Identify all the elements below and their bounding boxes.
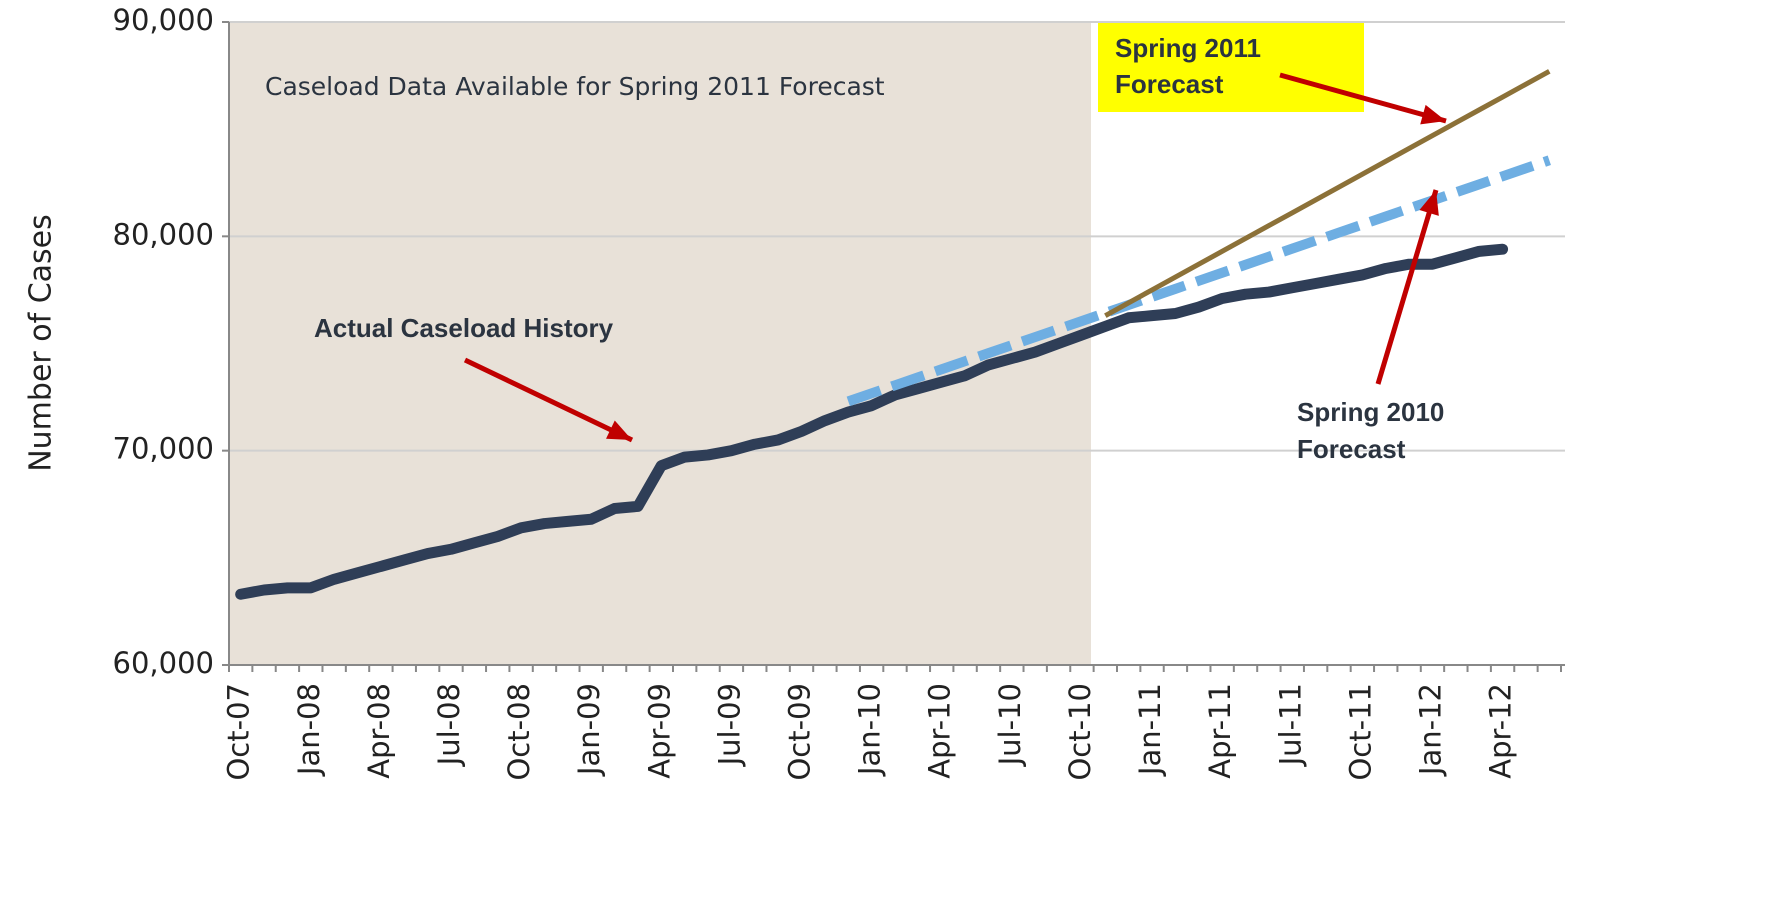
series-line	[235, 243, 1509, 600]
annotation: Spring 2010	[1297, 397, 1444, 427]
x-tick-label: Apr-11	[1203, 683, 1237, 779]
annotation: Forecast	[1115, 69, 1224, 99]
arrow	[463, 357, 634, 443]
x-tick-label: Oct-07	[222, 683, 256, 781]
x-tick-label: Jul-10	[993, 683, 1027, 767]
x-tick-label: Oct-09	[783, 683, 817, 781]
y-tick-label: 70,000	[113, 432, 214, 466]
x-tick-label: Apr-10	[923, 683, 957, 779]
y-tick-label: 60,000	[113, 646, 214, 680]
x-tick-label: Oct-08	[502, 683, 536, 781]
annotation: Forecast	[1297, 434, 1406, 464]
shaded-region	[229, 22, 1091, 665]
annotation: Spring 2011	[1115, 33, 1261, 63]
annotations: Caseload Data Available for Spring 2011 …	[265, 33, 1444, 464]
y-tick-label: 80,000	[113, 217, 214, 251]
x-tick-label: Oct-10	[1063, 683, 1097, 781]
x-tick-label: Jul-08	[432, 683, 466, 767]
x-tick-label: Jan-08	[292, 683, 326, 777]
x-tick-label: Apr-12	[1484, 683, 1518, 779]
x-tick-label: Apr-08	[362, 683, 396, 779]
annotation: Caseload Data Available for Spring 2011 …	[265, 72, 885, 101]
x-tick-label: Oct-11	[1343, 683, 1377, 781]
x-tick-label: Jan-09	[572, 683, 606, 777]
arrow	[1375, 189, 1439, 385]
annotation: Actual Caseload History	[314, 313, 614, 343]
arrow-head	[606, 420, 632, 440]
series-line	[1104, 69, 1551, 318]
x-tick-label: Jan-11	[1133, 683, 1167, 777]
annotation-box	[1098, 22, 1364, 112]
x-tick-label: Jul-11	[1273, 683, 1307, 767]
arrow	[1279, 72, 1447, 124]
x-tick-label: Apr-09	[642, 683, 676, 779]
arrow-head	[1419, 190, 1439, 216]
y-axis-label: Number of Cases	[24, 214, 59, 472]
x-tick-label: Jul-09	[712, 683, 746, 767]
x-tick-label: Jan-12	[1413, 683, 1447, 777]
x-tick-label: Jan-10	[853, 683, 887, 777]
arrow-head	[1420, 104, 1446, 125]
y-tick-label: 90,000	[113, 3, 214, 37]
